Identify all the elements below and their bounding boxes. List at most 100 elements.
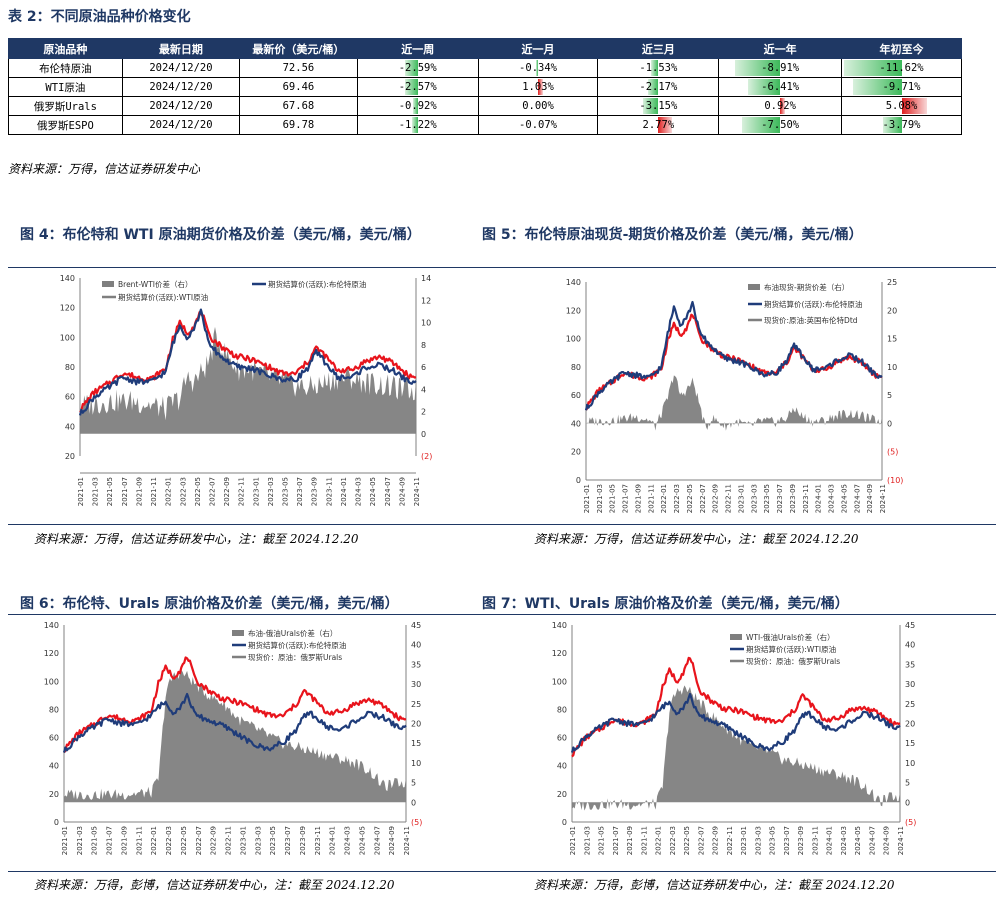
x-tick-label: 2021-03: [583, 826, 591, 855]
y-right-tick-label: (5): [905, 818, 916, 827]
x-tick-label: 2024-01: [826, 826, 834, 855]
change-bar: [901, 98, 927, 114]
legend-label: 期货结算价(活跃):布伦特原油: [248, 640, 346, 650]
x-tick-label: 2023-03: [754, 826, 762, 855]
change-value: -6.41%: [761, 81, 800, 93]
x-tick-label: 2022-03: [179, 477, 187, 506]
y-left-tick-label: 0: [54, 818, 59, 827]
crude-name-cell: 俄罗斯ESPO: [8, 115, 123, 135]
change-cell: 0.92%: [718, 96, 843, 116]
x-tick-label: 2022-07: [699, 484, 707, 513]
spread-area: [80, 326, 416, 434]
header-cell: 近一周: [356, 38, 479, 59]
legend-label: 期货结算价(活跃):布伦特原油: [764, 299, 862, 309]
x-tick-label: 2024-05: [358, 826, 366, 855]
y-left-tick-label: 20: [49, 790, 59, 799]
change-bar: [853, 79, 902, 95]
y-left-tick-label: 100: [566, 335, 581, 344]
x-tick-label: 2023-07: [296, 477, 304, 506]
y-right-tick-label: (10): [887, 476, 903, 485]
y-right-tick-label: 10: [887, 363, 897, 372]
x-tick-label: 2023-01: [252, 477, 260, 506]
x-tick-label: 2021-05: [91, 826, 99, 855]
change-bar: [647, 79, 659, 95]
y-left-tick-label: 140: [552, 621, 567, 630]
x-tick-label: 2022-09: [712, 484, 720, 513]
y-right-tick-label: 40: [905, 641, 915, 650]
change-cell: -7.50%: [718, 115, 843, 135]
change-cell: -9.71%: [841, 77, 962, 97]
x-tick-label: 2021-03: [596, 484, 604, 513]
x-tick-label: 2023-11: [811, 826, 819, 855]
x-tick-label: 2023-01: [737, 484, 745, 513]
x-tick-label: 2022-11: [225, 826, 233, 855]
table-header-row: 原油品种 最新日期 最新价（美元/桶） 近一周 近一月 近三月 近一年 年初至今: [8, 38, 962, 59]
divider: [8, 524, 996, 525]
y-left-tick-label: 40: [49, 762, 59, 771]
y-right-tick-label: (5): [887, 448, 898, 457]
y-right-tick-label: 2: [421, 408, 426, 417]
change-cell: 2.77%: [597, 115, 720, 135]
change-value: -1.53%: [639, 62, 678, 74]
y-left-tick-label: 140: [44, 621, 59, 630]
x-tick-label: 2022-01: [165, 477, 173, 506]
y-right-tick-label: 14: [421, 274, 431, 283]
x-tick-label: 2022-07: [208, 477, 216, 506]
x-tick-label: 2022-11: [726, 826, 734, 855]
change-bar: [536, 60, 539, 76]
x-tick-label: 2021-03: [92, 477, 100, 506]
x-tick-label: 2021-01: [583, 484, 591, 513]
x-tick-label: 2021-07: [612, 826, 620, 855]
fig4-chart: 20 40 60 80 100 120 140 (2) 0 2 4 6 8 10 12 14 2021-01 20…: [60, 274, 433, 506]
y-right-tick-label: 25: [887, 278, 897, 287]
y-right-tick-label: 5: [887, 391, 892, 400]
x-tick-label: 2024-11: [897, 826, 905, 855]
change-value: -3.79%: [882, 119, 921, 131]
x-tick-label: 2024-03: [840, 826, 848, 855]
x-tick-label: 2022-01: [655, 826, 663, 855]
x-tick-label: 2021-09: [135, 477, 143, 506]
y-left-tick-label: 20: [571, 448, 581, 457]
x-tick-label: 2022-07: [195, 826, 203, 855]
y-right-tick-label: 30: [905, 680, 915, 689]
x-tick-label: 2024-01: [815, 484, 823, 513]
x-tick-label: 2022-09: [712, 826, 720, 855]
change-value: -7.50%: [761, 119, 800, 131]
change-bar: [780, 98, 785, 114]
y-right-tick-label: 0: [411, 798, 416, 807]
fig7-title: 图 7：WTI、Urals 原油价格及价差（美元/桶，美元/桶）: [482, 596, 849, 612]
change-value: -0.07%: [519, 119, 557, 131]
x-tick-label: 2021-11: [150, 477, 158, 506]
y-right-tick-label: 20: [887, 306, 897, 315]
change-cell: -3.15%: [597, 96, 720, 116]
fig6-chart: 0 20 40 60 80 100 120 140 (5) 0 5 10 15 20 25 30 35 40 45 2…: [44, 621, 423, 855]
y-right-tick-label: 12: [421, 296, 431, 305]
divider: [8, 614, 996, 615]
fig6-title: 图 6：布伦特、Urals 原油价格及价差（美元/桶，美元/桶）: [20, 596, 399, 612]
header-cell: 近一月: [477, 38, 599, 59]
x-tick-label: 2024-07: [373, 826, 381, 855]
fig4-source: 资料来源：万得，信达证券研发中心，注：截至 2024.12.20: [34, 532, 359, 546]
change-value: -9.71%: [882, 81, 921, 93]
y-left-tick-label: 120: [44, 649, 59, 658]
table-title: 表 2：不同原油品种价格变化: [8, 9, 191, 25]
x-tick-label: 2023-05: [769, 826, 777, 855]
change-cell: -1.22%: [356, 115, 479, 135]
x-tick-label: 2023-05: [763, 484, 771, 513]
x-tick-label: 2021-11: [135, 826, 143, 855]
change-cell: 5.08%: [841, 96, 962, 116]
y-left-tick-label: 120: [566, 306, 581, 315]
x-tick-label: 2021-01: [61, 826, 69, 855]
legend-label: 布油现货-期货价差（右）: [764, 282, 849, 292]
y-right-tick-label: 30: [411, 680, 421, 689]
change-bar: [747, 79, 781, 95]
y-left-tick-label: 120: [60, 304, 75, 313]
x-tick-label: 2023-07: [776, 484, 784, 513]
y-left-tick-label: 100: [44, 677, 59, 686]
header-cell: 原油品种: [8, 38, 123, 59]
x-tick-label: 2024-07: [853, 484, 861, 513]
x-tick-label: 2021-09: [626, 826, 634, 855]
change-bar: [650, 60, 659, 76]
y-right-tick-label: 0: [421, 430, 426, 439]
change-bar: [642, 98, 659, 114]
